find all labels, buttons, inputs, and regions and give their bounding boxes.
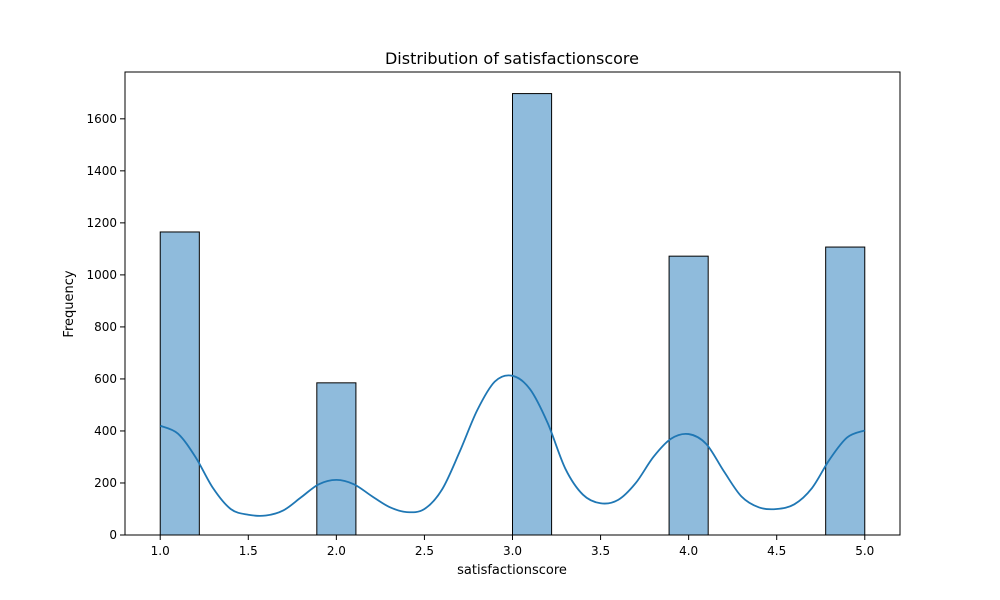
x-tick-label: 5.0 <box>855 544 874 558</box>
y-tick-label: 1400 <box>86 164 117 178</box>
kde-curve <box>159 374 866 517</box>
x-tick-label: 1.5 <box>239 544 258 558</box>
kde-layer <box>159 374 866 517</box>
y-tick-label: 800 <box>94 320 117 334</box>
histogram-bar-3 <box>512 93 553 536</box>
y-tick-label: 1000 <box>86 268 117 282</box>
y-tick-label: 200 <box>94 476 117 490</box>
y-axis-label: Frequency <box>62 270 77 337</box>
y-tick-label: 600 <box>94 372 117 386</box>
x-tick-label: 2.5 <box>415 544 434 558</box>
x-tick-label: 4.5 <box>767 544 786 558</box>
histogram-bar-4 <box>668 255 709 536</box>
histogram-bar-2 <box>316 382 357 536</box>
x-tick-label: 4.0 <box>679 544 698 558</box>
y-tick-label: 400 <box>94 424 117 438</box>
axes-layer: 1.0 1.5 2.0 2.5 3.0 3.5 4.0 4.5 5.0 0 200 400 600 800… <box>86 71 901 558</box>
bars-layer <box>159 93 866 536</box>
x-axis-label: satisfactionscore <box>457 563 567 578</box>
x-tick-label: 2.0 <box>327 544 346 558</box>
chart-title: Distribution of satisfactionscore <box>385 49 639 68</box>
y-tick-label: 1200 <box>86 216 117 230</box>
x-tick-label: 1.0 <box>151 544 170 558</box>
y-tick-label: 1600 <box>86 112 117 126</box>
y-tick-label: 0 <box>109 528 117 542</box>
x-tick-label: 3.0 <box>503 544 522 558</box>
x-tick-label: 3.5 <box>591 544 610 558</box>
histogram-bar-5 <box>825 246 866 536</box>
histogram-bar-1 <box>159 231 200 536</box>
